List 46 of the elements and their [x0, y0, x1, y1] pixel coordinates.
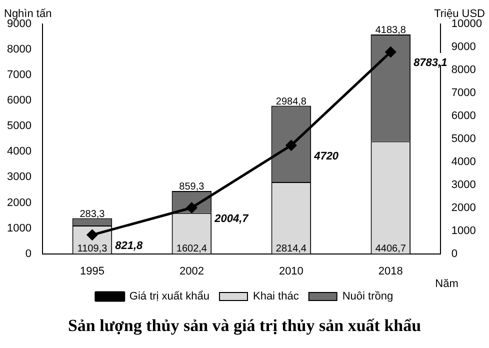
- y-tick-label: 1000: [6, 222, 32, 234]
- x-tick-label: 1995: [80, 265, 104, 278]
- y-tick-label: 7000: [6, 69, 32, 82]
- y-axis-title: Nghìn tấn: [4, 8, 52, 20]
- data-label: 859,3: [179, 182, 205, 193]
- y2-tick-label: 5000: [451, 132, 476, 145]
- y-tick-label: 9000: [6, 18, 32, 30]
- y-tick-label: 4000: [6, 146, 32, 158]
- point: [286, 140, 296, 151]
- data-label: 4183,8: [375, 25, 406, 36]
- data-label: 2814,4: [276, 244, 307, 255]
- data-label: 2004,7: [214, 212, 250, 225]
- legend-label: Giá trị xuất khẩu: [129, 290, 210, 303]
- x-tick-label: 2018: [378, 265, 403, 278]
- data-label: 1109,3: [77, 244, 108, 255]
- text: Sản lượng thủy sản và giá trị thủy sản xuất khẩu: [66, 316, 422, 336]
- y-tick-label: 3000: [6, 171, 32, 184]
- y-tick-label: 6000: [6, 94, 32, 107]
- x-tick-label: 2010: [278, 265, 304, 278]
- y2-tick-label: 10000: [451, 18, 482, 30]
- x-axis-title: Năm: [435, 278, 458, 290]
- point: [385, 46, 396, 58]
- data-label: 2984,8: [276, 96, 307, 108]
- data-label: 4720: [313, 150, 340, 162]
- y2-tick-label: 6000: [451, 110, 476, 122]
- y2-tick-label: 1000: [451, 224, 476, 237]
- y2-tick-label: 2000: [451, 202, 476, 214]
- y-tick-label: 8000: [6, 44, 32, 56]
- data-label: 8783,1: [414, 56, 448, 69]
- legend-label: Khai thác: [252, 290, 300, 303]
- data-label: 4406,7: [375, 244, 406, 255]
- y-tick-label: 2000: [6, 196, 32, 209]
- y-tick-label: 5000: [6, 120, 32, 132]
- y2-tick-label: 4000: [451, 156, 476, 168]
- y2-tick-label: 3000: [451, 178, 476, 191]
- legend-label: Nuôi trồng: [342, 290, 394, 303]
- y2-tick-label: 0: [451, 248, 458, 260]
- data-label: 821,8: [115, 240, 144, 252]
- y2-tick-label: 8000: [451, 64, 476, 76]
- x-tick-label: 2002: [179, 265, 204, 278]
- data-label: 1602,4: [176, 244, 208, 255]
- data-label: 283,3: [80, 208, 106, 220]
- y2-tick-label: 9000: [451, 41, 476, 54]
- y2-tick-label: 7000: [451, 86, 476, 99]
- y2-axis-title: Triệu USD: [434, 8, 486, 20]
- y-tick-label: 0: [25, 248, 32, 260]
